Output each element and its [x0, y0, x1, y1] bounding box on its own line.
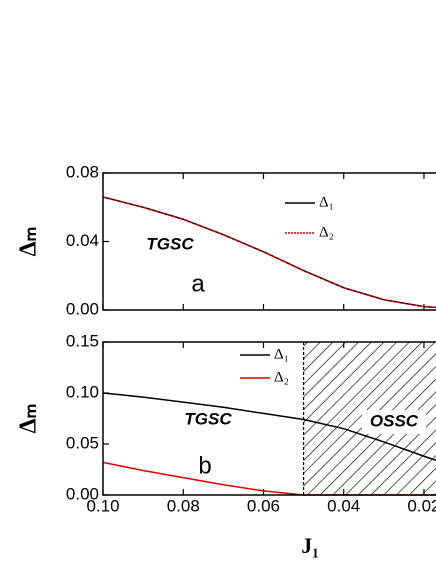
legend-label: Δ₂ — [319, 224, 334, 240]
y-axis-label: Δₘ — [16, 404, 42, 434]
annotation: a — [191, 270, 205, 297]
legend-label: Δ₂ — [274, 369, 289, 385]
region-label-bg — [362, 410, 426, 434]
plot-frame — [102, 341, 436, 496]
annotation: TGSC — [146, 234, 194, 253]
annotation: b — [198, 452, 211, 479]
data-line — [102, 196, 436, 309]
x-tick-label: 0.04 — [327, 496, 360, 515]
x-tick-label: 0.10 — [86, 496, 119, 515]
legend-label: Δ₁ — [319, 194, 334, 210]
y-tick-label: 0.00 — [66, 299, 99, 318]
legend-label: Δ₁ — [274, 346, 289, 362]
y-tick-label: 0.08 — [66, 162, 99, 181]
y-tick-label: 0.15 — [66, 331, 99, 350]
y-axis-label: Δₘ — [16, 227, 42, 257]
y-tick-label: 0.00 — [66, 484, 99, 503]
annotation: TGSC — [184, 409, 232, 428]
y-tick-label: 0.05 — [66, 433, 99, 452]
data-line — [102, 392, 436, 462]
y-tick-label: 0.04 — [66, 231, 99, 250]
x-tick-label: 0.02 — [407, 496, 436, 515]
x-tick-label: 0.06 — [247, 496, 280, 515]
x-axis-label: J₁ — [301, 533, 319, 558]
y-tick-label: 0.10 — [66, 382, 99, 401]
region-label: OSSC — [370, 411, 419, 430]
x-tick-label: 0.08 — [167, 496, 200, 515]
plot-frame — [102, 172, 436, 311]
